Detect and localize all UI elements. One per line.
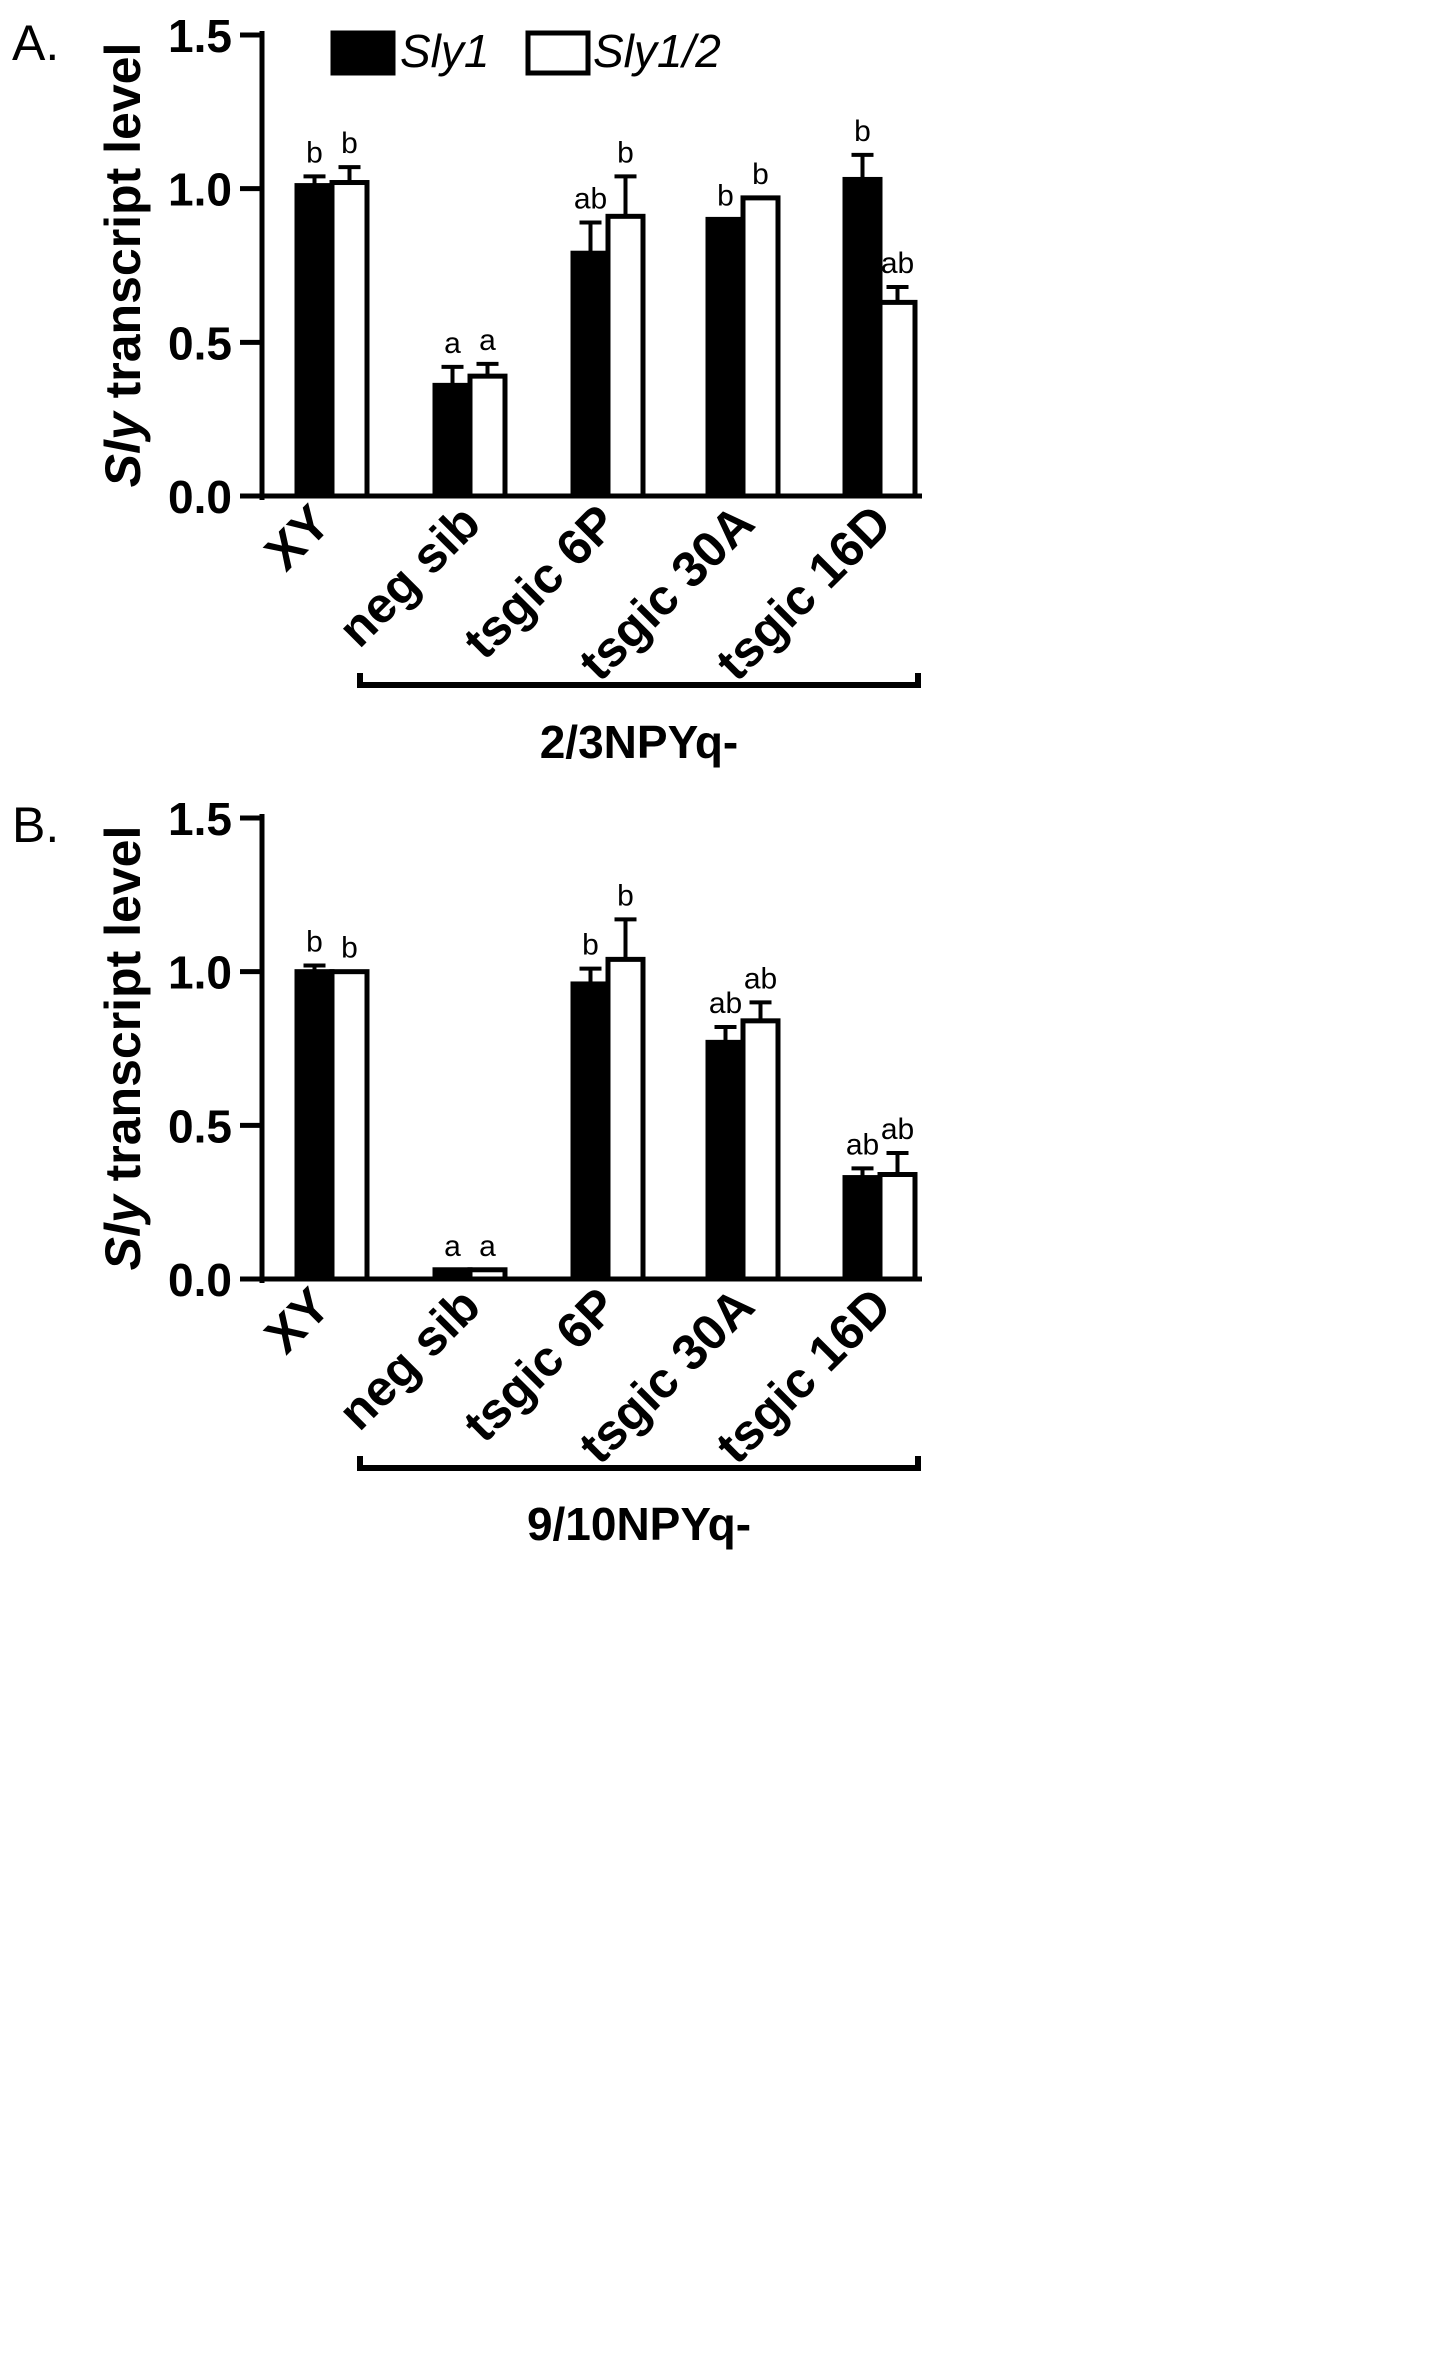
group-label: 2/3NPYq- (540, 716, 739, 768)
bar-sly1 (842, 176, 883, 499)
significance-letter: b (854, 115, 871, 148)
bar-sly1-2 (467, 373, 508, 499)
bar-sly1-2 (877, 299, 918, 499)
significance-letter: a (444, 1230, 461, 1263)
bar-sly1 (570, 250, 611, 499)
significance-letter: b (617, 879, 634, 912)
bar-sly1-2 (877, 1172, 918, 1282)
significance-letter: a (444, 327, 461, 360)
group-bracket (357, 673, 921, 688)
panel-label: B. (12, 797, 59, 853)
panel-label: A. (12, 15, 59, 71)
group-bracket (357, 1456, 921, 1471)
legend-swatch (330, 30, 396, 76)
bar-sly1 (432, 382, 473, 499)
significance-letter: b (306, 136, 323, 169)
significance-letter: b (306, 926, 323, 959)
x-category-label: XY (254, 1277, 341, 1364)
y-axis-title-italic: Sly (95, 410, 151, 487)
significance-letter: ab (881, 247, 914, 280)
bar-sly1-2 (605, 213, 646, 499)
bar-sly1 (570, 981, 611, 1282)
significance-letter: b (617, 136, 634, 169)
bar-sly1 (294, 969, 335, 1282)
significance-letter: b (717, 179, 734, 212)
significance-letter: ab (881, 1113, 914, 1146)
bar-sly1 (705, 1039, 746, 1282)
significance-letter: ab (574, 182, 607, 215)
bar-sly1-2 (740, 1018, 781, 1282)
significance-letter: ab (846, 1128, 879, 1161)
significance-letter: a (479, 324, 496, 357)
y-tick-label: 0.0 (168, 1254, 232, 1306)
bar-sly1-2 (605, 956, 646, 1282)
y-tick-label: 1.5 (168, 793, 232, 845)
legend-swatch (525, 30, 591, 76)
y-axis-title: Sly transcript level (95, 43, 151, 488)
y-tick-label: 1.0 (168, 164, 232, 216)
y-tick-label: 0.5 (168, 1100, 232, 1152)
y-tick-label: 1.5 (168, 10, 232, 62)
significance-letter: b (341, 932, 358, 965)
group-label: 9/10NPYq- (527, 1498, 751, 1550)
significance-letter: b (752, 158, 769, 191)
significance-letter: ab (744, 962, 777, 995)
y-tick-label: 0.5 (168, 317, 232, 369)
x-category-label: XY (254, 494, 341, 581)
significance-letter: b (341, 127, 358, 160)
bar-sly1-2 (329, 180, 370, 499)
significance-letter: b (582, 929, 599, 962)
y-tick-label: 1.0 (168, 947, 232, 999)
bar-sly1 (294, 183, 335, 499)
significance-letter: ab (709, 987, 742, 1020)
y-axis-title-rest: transcript level (95, 826, 151, 1196)
bar-sly1-2 (329, 969, 370, 1282)
significance-letter: a (479, 1230, 496, 1263)
bar-sly1 (705, 216, 746, 499)
legend: Sly1 Sly1/2 (330, 25, 721, 77)
bar-sly1-2 (740, 195, 781, 499)
panel-b: B.Sly transcript level0.00.51.01.5bababa… (12, 793, 922, 1550)
legend-label: Sly1 (400, 25, 489, 77)
y-axis-title-rest: transcript level (95, 43, 151, 413)
y-axis-title-italic: Sly (95, 1193, 151, 1270)
bar-sly1 (842, 1175, 883, 1282)
legend-label: Sly1/2 (593, 25, 721, 77)
y-axis-title: Sly transcript level (95, 826, 151, 1271)
y-tick-label: 0.0 (168, 471, 232, 523)
